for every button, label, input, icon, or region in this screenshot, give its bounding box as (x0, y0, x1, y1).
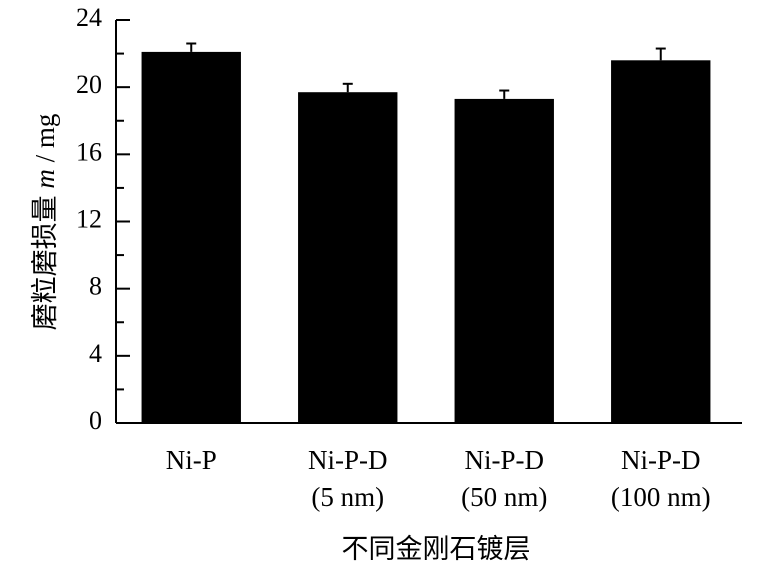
x-category-label: Ni-P-D (621, 445, 701, 475)
y-tick-label: 4 (89, 339, 102, 368)
x-category-label: (50 nm) (461, 482, 547, 512)
x-category-label: Ni-P-D (465, 445, 545, 475)
y-tick-label: 24 (76, 3, 102, 32)
y-axis-title-text: 磨粒磨损量 (30, 189, 60, 331)
x-category-label: (100 nm) (611, 482, 711, 512)
error-bars-group (186, 42, 666, 99)
y-tick-label: 8 (89, 272, 102, 301)
y-ticks-group: 0 4 8 12 16 20 24 (76, 3, 130, 435)
x-category-label: (5 nm) (311, 482, 384, 512)
y-axis-title-unit: / mg (30, 114, 60, 170)
y-tick-label: 12 (76, 204, 102, 233)
bar (298, 92, 398, 424)
y-tick-label: 0 (89, 406, 102, 435)
x-category-label: Ni-P (166, 445, 217, 475)
y-axis-title-symbol: m (30, 169, 60, 189)
y-tick-label: 16 (76, 137, 102, 166)
x-axis-title: 不同金刚石镀层 (342, 534, 531, 564)
y-axis-title: 磨粒磨损量 m / mg (30, 114, 60, 331)
bar (454, 98, 554, 423)
bar (141, 51, 241, 423)
bars-group (141, 51, 711, 424)
x-category-label: Ni-P-D (308, 445, 388, 475)
x-category-labels: Ni-P Ni-P-D (5 nm) Ni-P-D (50 nm) Ni-P-D (100 … (166, 445, 711, 512)
y-tick-label: 20 (76, 70, 102, 99)
bar (611, 60, 711, 424)
